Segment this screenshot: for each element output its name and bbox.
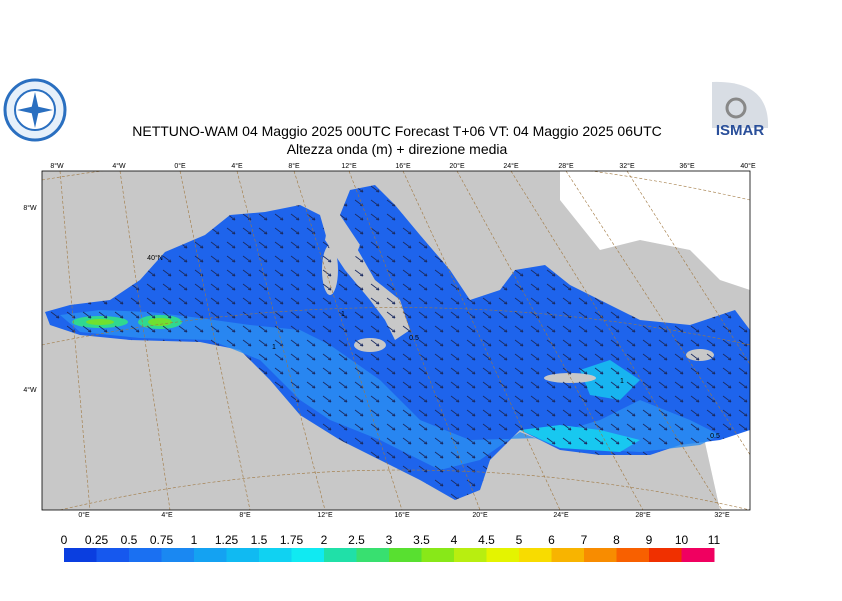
lon-label: 0°E xyxy=(174,162,186,170)
lon-label: 24°E xyxy=(553,511,569,519)
map-frame xyxy=(41,170,751,511)
colorbar-swatch xyxy=(454,548,487,562)
logo-text: ISMAR xyxy=(716,122,765,139)
colorbar-swatch xyxy=(259,548,292,562)
colorbar-label: 8 xyxy=(613,533,620,547)
map xyxy=(42,171,750,510)
logo-right: ISMAR xyxy=(708,78,770,140)
colorbar-label: 5 xyxy=(516,533,523,547)
colorbar-swatch xyxy=(194,548,227,562)
colorbar-label: 11 xyxy=(708,533,721,547)
colorbar-swatch xyxy=(584,548,617,562)
colorbar-label: 10 xyxy=(675,533,689,547)
colorbar-swatch xyxy=(226,548,260,562)
lat-label: 8°W xyxy=(23,204,37,212)
contour-label: 0.5 xyxy=(409,335,419,342)
logo-left xyxy=(3,78,67,142)
lon-label: 28°E xyxy=(558,162,574,170)
lon-label: 4°E xyxy=(231,162,243,170)
colorbar-label: 4 xyxy=(451,533,458,547)
colorbar-label: 0 xyxy=(61,533,68,547)
colorbar-label: 7 xyxy=(581,533,588,547)
lon-label: 16°E xyxy=(394,511,410,519)
colorbar-swatch xyxy=(64,548,97,562)
colorbar-swatch xyxy=(519,548,552,562)
lon-label: 12°E xyxy=(341,162,357,170)
lon-label: 36°E xyxy=(679,162,695,170)
lon-label: 28°E xyxy=(635,511,651,519)
lon-label: 32°E xyxy=(714,511,730,519)
lon-label: 24°E xyxy=(503,162,519,170)
contour-label: 0.5 xyxy=(710,433,720,440)
colorbar-swatch xyxy=(681,548,715,562)
colorbar-label: 3 xyxy=(386,533,393,547)
colorbar-label: 4.5 xyxy=(478,533,495,547)
colorbar-swatch xyxy=(356,548,390,562)
lon-label: 4°W xyxy=(112,162,126,170)
colorbar-label: 2.5 xyxy=(348,533,365,547)
lat-label: 4°W xyxy=(23,386,37,394)
colorbar-label: 1.5 xyxy=(251,533,268,547)
colorbar-label: 1.75 xyxy=(280,533,304,547)
lon-label: 8°E xyxy=(239,511,251,519)
colorbar-label: 0.5 xyxy=(121,533,138,547)
colorbar-swatch xyxy=(129,548,162,562)
lon-label: 40°E xyxy=(740,162,756,170)
colorbar-label: 0.75 xyxy=(150,533,174,547)
colorbar-swatch xyxy=(324,548,357,562)
lon-label: 8°W xyxy=(50,162,64,170)
colorbar-swatch xyxy=(486,548,520,562)
colorbar-swatch xyxy=(161,548,195,562)
lon-label: 20°E xyxy=(472,511,488,519)
lon-label: 12°E xyxy=(317,511,333,519)
lon-label: 0°E xyxy=(78,511,90,519)
colorbar-swatch xyxy=(389,548,422,562)
colorbar-swatch xyxy=(96,548,130,562)
colorbar-swatch xyxy=(421,548,455,562)
colorbar-swatch xyxy=(616,548,650,562)
colorbar-label: 1.25 xyxy=(215,533,239,547)
lat-label: 40°N xyxy=(147,254,163,262)
colorbar-label: 6 xyxy=(548,533,555,547)
title: NETTUNO-WAM 04 Maggio 2025 00UTC Forecas… xyxy=(132,123,662,139)
colorbar-label: 3.5 xyxy=(413,533,430,547)
colorbar-swatch xyxy=(291,548,325,562)
colorbar-label: 2 xyxy=(321,533,328,547)
contour-label: 1 xyxy=(272,344,276,351)
colorbar-label: 1 xyxy=(191,533,198,547)
lon-label: 8°E xyxy=(288,162,300,170)
colorbar-swatch xyxy=(551,548,585,562)
lon-label: 20°E xyxy=(449,162,465,170)
colorbar-swatch xyxy=(649,548,682,562)
colorbar-label: 9 xyxy=(646,533,653,547)
lon-label: 4°E xyxy=(161,511,173,519)
subtitle: Altezza onda (m) + direzione media xyxy=(287,141,508,157)
lon-label: 16°E xyxy=(395,162,411,170)
lon-label: 32°E xyxy=(619,162,635,170)
colorbar-label: 0.25 xyxy=(85,533,109,547)
contour-label: 1 xyxy=(620,378,624,385)
contour-label: 1 xyxy=(341,311,345,318)
